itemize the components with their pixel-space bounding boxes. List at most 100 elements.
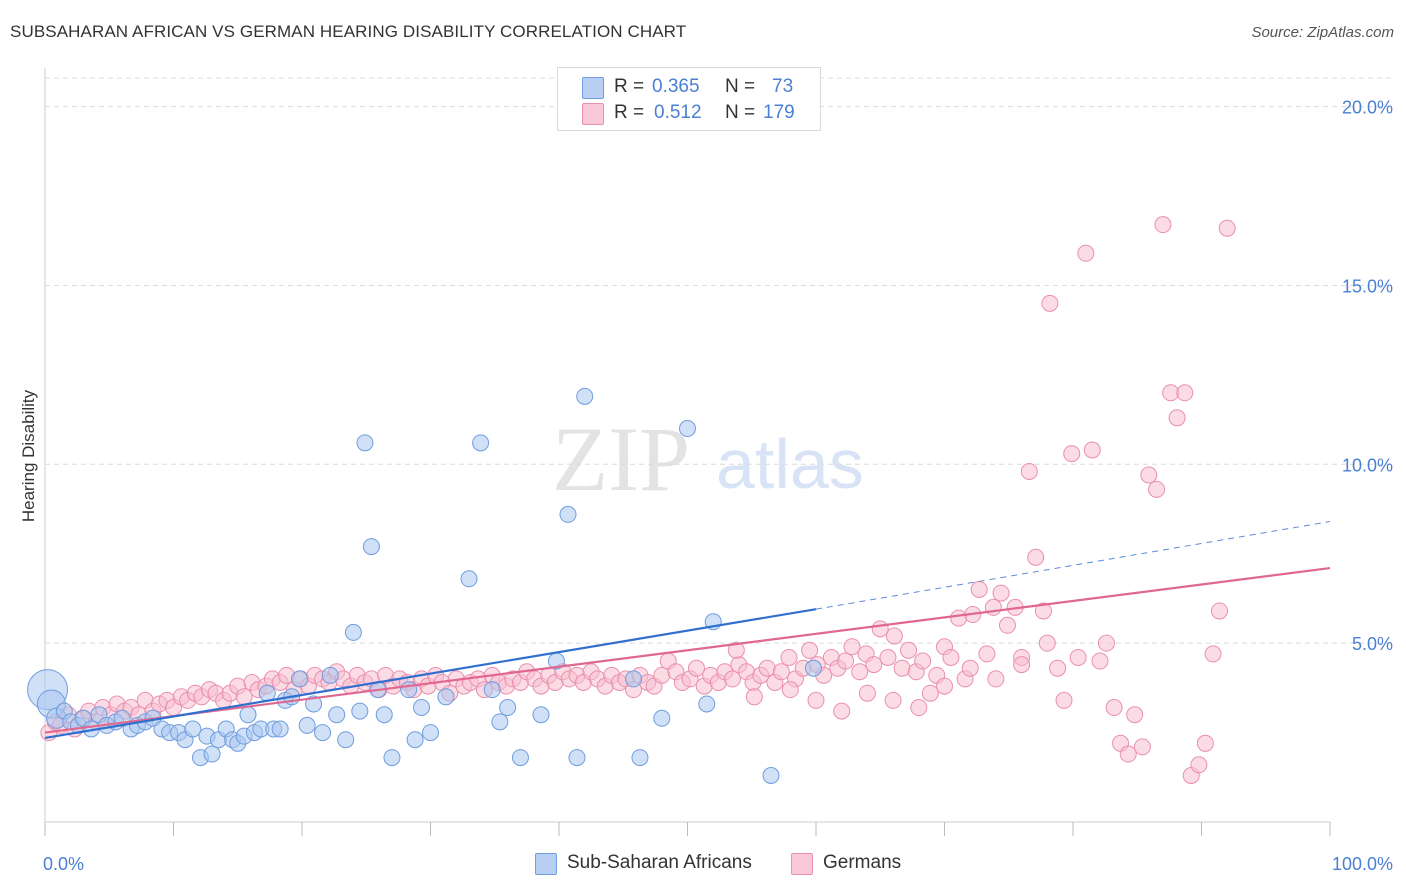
germans-point [1091, 652, 1109, 670]
germans-point [1038, 634, 1056, 652]
subsaharan-point [203, 745, 221, 763]
legend-n-label: N = [725, 102, 756, 123]
subsaharan-point [305, 695, 323, 713]
germans-point [1154, 216, 1172, 234]
subsaharan-point [328, 706, 346, 724]
germans-point [1162, 384, 1180, 402]
germans-point [885, 627, 903, 645]
germans-point [1196, 734, 1214, 752]
subsaharan-point [383, 749, 401, 767]
germans-point [1077, 244, 1095, 262]
subsaharan-point [356, 434, 374, 452]
subsaharan-point [804, 659, 822, 677]
subsaharan-point [321, 666, 339, 684]
germans-point [1063, 445, 1081, 463]
germans-point [1083, 441, 1101, 459]
subsaharan-point [413, 699, 431, 717]
germans-point [984, 598, 1002, 616]
germans-point [942, 648, 960, 666]
germans-point [1148, 480, 1166, 498]
subsaharan-point [271, 720, 289, 738]
subsaharan-point [499, 699, 517, 717]
germans-point [858, 684, 876, 702]
germans-point [893, 659, 911, 677]
subsaharan-point [400, 681, 418, 699]
germans-point [843, 638, 861, 656]
watermark-zip: ZIP [552, 408, 690, 510]
subsaharan-point [290, 670, 308, 688]
subsaharan-point [239, 706, 257, 724]
germans-point [727, 641, 745, 659]
legend-r-value: 0.365 [652, 76, 700, 97]
germans-point [1204, 645, 1222, 663]
germans-point [1013, 656, 1031, 674]
legend-r-value: 0.512 [654, 102, 702, 123]
legend-swatch-blue [582, 77, 604, 99]
subsaharan-point [406, 731, 424, 749]
subsaharan-point [422, 724, 439, 742]
germans-point [1126, 706, 1144, 724]
bottom-legend-label: Sub-Saharan Africans [567, 852, 752, 873]
legend-n-label: N = [725, 76, 756, 97]
x-tick-label: 100.0% [1332, 854, 1393, 874]
bottom-swatch-blue [535, 853, 557, 875]
subsaharan-point [437, 688, 455, 706]
germans-point [801, 641, 819, 659]
legend-n-value: 179 [763, 102, 795, 123]
germans-point [772, 663, 790, 681]
axes [44, 68, 1331, 836]
subsaharan-point [337, 731, 355, 749]
germans-point [1049, 659, 1067, 677]
germans-point [1034, 602, 1052, 620]
subsaharan-point [472, 434, 490, 452]
subsaharan-point [698, 695, 716, 713]
subsaharan-point [511, 749, 529, 767]
subsaharan-point [184, 720, 202, 738]
germans-point [1055, 691, 1073, 709]
germans-trend-line [44, 566, 1331, 734]
x-tick-labels: 0.0% 100.0% [43, 854, 1393, 874]
germans-point [833, 702, 851, 720]
germans-point [1210, 602, 1228, 620]
subsaharan-point [568, 749, 586, 767]
legend-r-label: R = [614, 76, 645, 97]
subsaharan-point [532, 706, 550, 724]
subsaharan-point [762, 767, 780, 784]
germans-point [723, 670, 741, 688]
subsaharan-trend-extension [815, 521, 1331, 610]
germans-point [998, 616, 1016, 634]
germans-point [687, 659, 705, 677]
germans-point [1176, 384, 1194, 402]
germans-point [1097, 634, 1115, 652]
germans-point [884, 691, 902, 709]
chart-title: SUBSAHARAN AFRICAN VS GERMAN HEARING DIS… [10, 22, 687, 41]
germans-point [900, 641, 918, 659]
germans-point [780, 648, 798, 666]
germans-point [1041, 294, 1059, 312]
germans-point [1119, 745, 1137, 763]
y-tick-label: 5.0% [1352, 634, 1393, 654]
germans-point [1190, 756, 1208, 774]
germans-point [837, 652, 855, 670]
y-tick-labels: 5.0% 10.0% 15.0% 20.0% [1342, 98, 1393, 655]
subsaharan-point [460, 570, 478, 588]
germans-point [992, 584, 1010, 602]
germans-point [1027, 548, 1045, 566]
subsaharan-point [631, 749, 649, 767]
germans-point [865, 656, 883, 674]
germans-point [1218, 219, 1236, 237]
legend-swatch-pink [582, 103, 604, 125]
subsaharan-point [653, 709, 671, 727]
germans-point [1105, 699, 1123, 717]
legend-r-label: R = [614, 102, 645, 123]
germans-point [871, 620, 889, 638]
source-label: Source: ZipAtlas.com [1251, 24, 1394, 41]
germans-point [851, 663, 869, 681]
legend-n-value: 73 [772, 76, 794, 97]
watermark: ZIP atlas [552, 408, 864, 510]
germans-point [653, 666, 671, 684]
germans-point [1069, 648, 1087, 666]
trend-lines [44, 521, 1331, 740]
subsaharan-point [559, 505, 577, 523]
